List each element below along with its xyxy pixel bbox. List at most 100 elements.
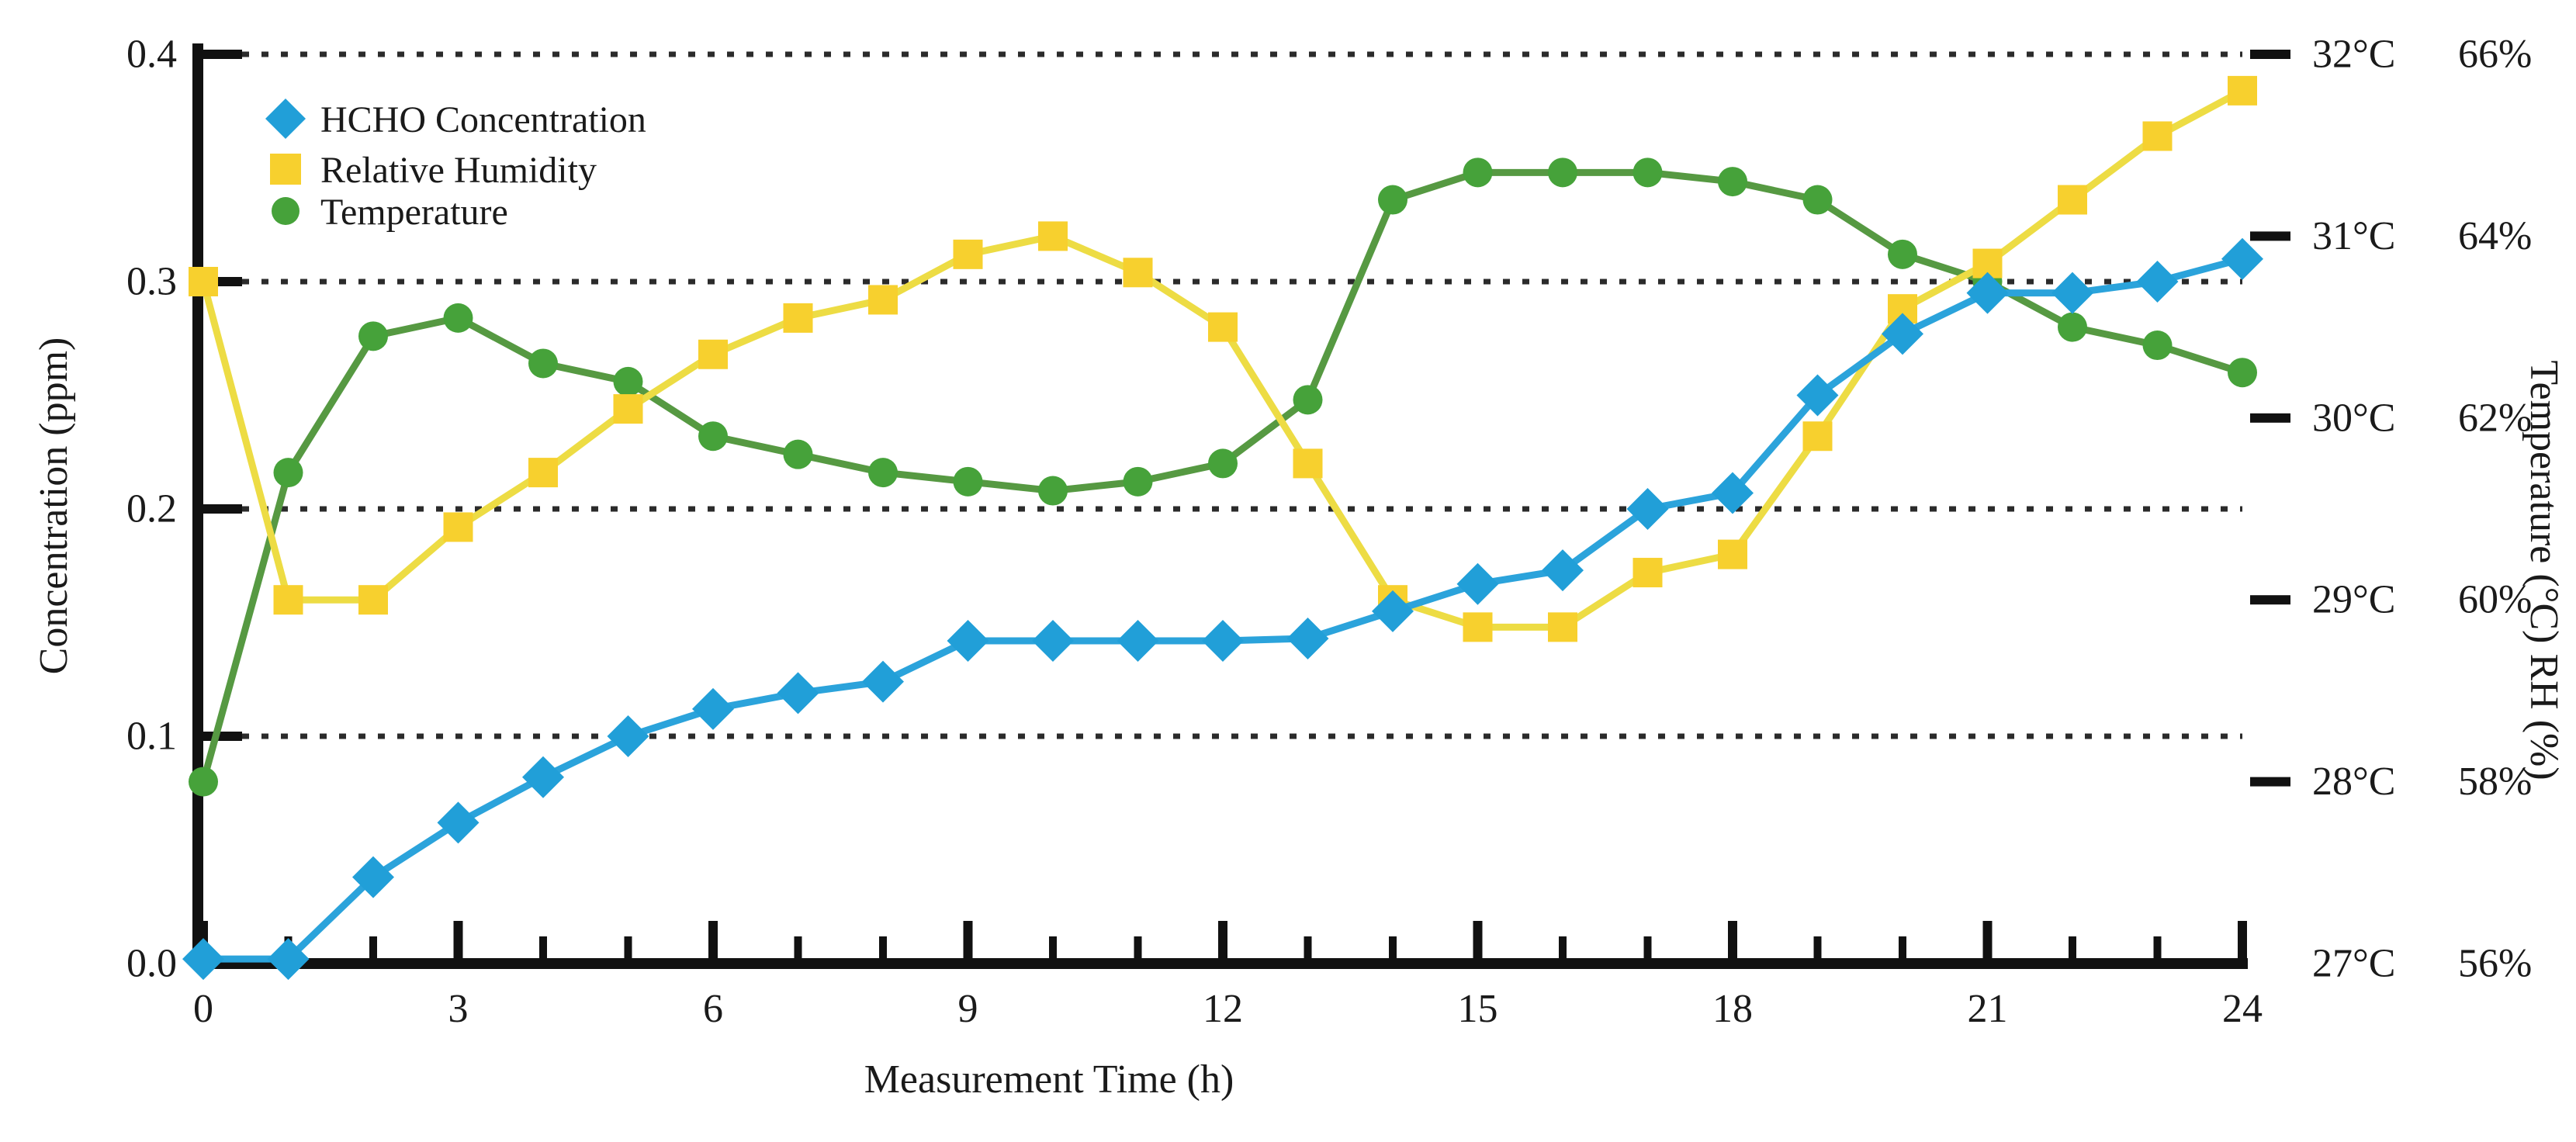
series-relative-humidity-marker <box>273 585 303 615</box>
series-hcho-concentration-marker <box>1796 374 1839 417</box>
series-relative-humidity-marker <box>2228 75 2257 106</box>
x-axis-label-21: 21 <box>1968 987 2008 1031</box>
legend-label-relative-humidity: Relative Humidity <box>320 150 597 191</box>
series-relative-humidity <box>189 75 2257 642</box>
series-hcho-concentration-marker <box>1882 313 1923 355</box>
series-temperature-marker <box>1293 385 1323 415</box>
x-axis-spine <box>192 958 2248 969</box>
x-axis-minor-tick <box>1643 936 1652 958</box>
series-relative-humidity-marker <box>868 285 898 315</box>
series-relative-humidity-marker <box>1293 448 1323 479</box>
right-axis-temp-label-28: 28°C <box>2312 760 2395 804</box>
x-axis-major-tick <box>453 921 463 958</box>
series-temperature-marker <box>1038 476 1068 506</box>
series-hcho-concentration-line <box>203 255 2244 963</box>
series-relative-humidity-marker <box>953 239 983 269</box>
x-axis-label-15: 15 <box>1458 987 1498 1031</box>
series-temperature-marker <box>783 439 813 469</box>
series-hcho-concentration-marker <box>267 938 310 981</box>
series-temperature-marker <box>1718 167 1747 197</box>
series-relative-humidity-marker <box>443 512 473 542</box>
series-temperature-marker <box>528 348 558 379</box>
series-hcho-concentration-marker <box>692 687 734 730</box>
x-axis-label-9: 9 <box>958 987 978 1031</box>
series-temperature-marker <box>1378 185 1407 215</box>
right-axis-tick <box>2250 595 2290 605</box>
right-y-axis-title: Temperature (°C) RH (%) <box>2522 360 2566 780</box>
left-y-axis-title: Concentration (ppm) <box>32 337 76 675</box>
x-axis-title: Measurement Time (h) <box>864 1057 1234 1102</box>
y-axis-tick <box>203 50 242 59</box>
x-axis-minor-tick <box>1304 936 1312 958</box>
series-relative-humidity-marker <box>613 394 643 424</box>
series-hcho-concentration-marker <box>1626 488 1669 530</box>
x-axis-major-tick <box>2238 921 2247 958</box>
series-relative-humidity-marker <box>528 458 558 488</box>
legend-hcho-concentration-marker <box>265 99 306 139</box>
series-temperature-marker <box>1208 448 1238 479</box>
series-hcho-concentration-marker <box>522 756 564 798</box>
x-axis-label-0: 0 <box>193 987 213 1031</box>
x-axis-minor-tick <box>624 936 632 958</box>
y-axis-label-0.0: 0.0 <box>126 942 177 986</box>
x-axis-label-12: 12 <box>1203 987 1243 1031</box>
series-hcho-concentration-marker <box>607 715 649 757</box>
right-axis-temp-label-27: 27°C <box>2312 942 2395 986</box>
x-axis-label-24: 24 <box>2222 987 2263 1031</box>
series-temperature-marker <box>2228 358 2257 388</box>
series-hcho-concentration <box>182 237 2263 981</box>
y-axis-tick <box>203 504 242 514</box>
series-temperature-marker <box>613 366 643 396</box>
right-axis-temp-label-32: 32°C <box>2312 33 2395 77</box>
x-axis-minor-tick <box>2153 936 2162 958</box>
y-axis-tick <box>203 732 242 741</box>
right-axis-rh-label-60%: 60% <box>2458 578 2532 622</box>
series-hcho-concentration-marker <box>2051 272 2093 314</box>
series-relative-humidity-marker <box>2058 185 2087 215</box>
series-relative-humidity-marker <box>1463 612 1493 642</box>
series-temperature-marker <box>189 767 218 797</box>
right-axis-rh-label-62%: 62% <box>2458 396 2532 440</box>
series-relative-humidity-marker <box>2142 121 2173 151</box>
series-hcho-concentration-marker <box>437 801 480 844</box>
right-axis-tick <box>2250 50 2290 59</box>
series-temperature-marker <box>1123 466 1153 497</box>
y-axis-label-0.3: 0.3 <box>126 260 177 304</box>
legend-item-relative-humidity: Relative Humidity <box>270 150 597 191</box>
axis-labels: 0.0 0.1 0.2 0.3 0.4 0 3 6 9 12 15 18 21 24 27°C 56% 28°C… <box>126 33 2532 1032</box>
series-temperature <box>189 157 2257 797</box>
series-temperature-marker <box>953 466 983 497</box>
x-axis-minor-tick <box>1899 936 1906 958</box>
series-hcho-concentration-marker <box>182 938 224 981</box>
axis-titles: Measurement Time (h) Concentration (ppm) T… <box>32 337 2566 1102</box>
x-axis-major-tick <box>1218 921 1227 958</box>
y-axis-spine <box>192 43 203 969</box>
x-axis-minor-tick <box>794 936 802 958</box>
legend-item-temperature: Temperature <box>272 192 508 233</box>
right-axis-temp-label-31: 31°C <box>2312 214 2395 258</box>
series-hcho-concentration-marker <box>2136 261 2179 303</box>
series-temperature-marker <box>698 421 728 452</box>
series-hcho-concentration-marker <box>2221 237 2263 280</box>
series-relative-humidity-marker <box>1123 258 1153 288</box>
series-relative-humidity-marker <box>189 267 218 296</box>
x-axis-minor-tick <box>879 936 887 958</box>
x-axis-major-tick <box>1728 921 1737 958</box>
series-relative-humidity-marker <box>783 303 813 333</box>
right-axis-tick <box>2250 777 2290 787</box>
series-hcho-concentration-marker <box>1032 619 1074 662</box>
legend-label-hcho-concentration: HCHO Concentration <box>320 99 646 140</box>
x-axis-label-18: 18 <box>1712 987 1753 1031</box>
series-hcho-concentration-marker <box>1456 562 1499 605</box>
series-temperature-marker <box>443 303 473 333</box>
series-hcho-concentration-marker <box>1542 549 1584 592</box>
series-relative-humidity-marker <box>1038 221 1068 251</box>
right-axis-tick <box>2250 231 2290 241</box>
series-temperature-marker <box>358 321 388 351</box>
series-temperature-marker <box>1633 157 1663 188</box>
x-axis-label-6: 6 <box>703 987 723 1031</box>
legend: HCHO Concentration Relative HumidityTempe… <box>265 99 646 233</box>
right-axis-rh-label-64%: 64% <box>2458 214 2532 258</box>
